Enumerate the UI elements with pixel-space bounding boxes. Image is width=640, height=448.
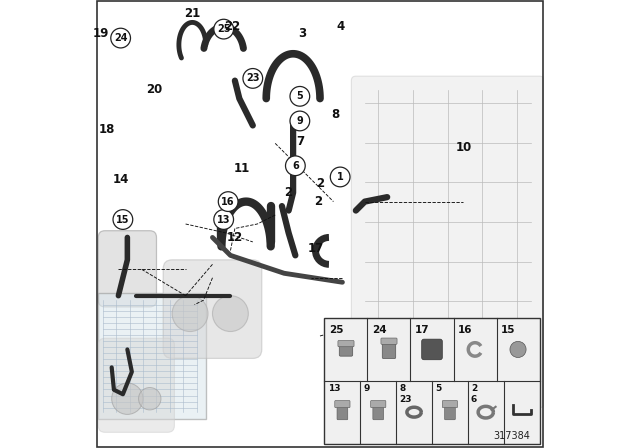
FancyBboxPatch shape bbox=[339, 343, 353, 356]
FancyBboxPatch shape bbox=[445, 405, 455, 420]
Text: 9: 9 bbox=[296, 116, 303, 126]
Circle shape bbox=[218, 192, 238, 211]
Text: 13: 13 bbox=[217, 215, 230, 224]
Circle shape bbox=[214, 19, 234, 39]
Circle shape bbox=[290, 86, 310, 106]
Text: 16: 16 bbox=[221, 197, 235, 207]
Text: 2: 2 bbox=[285, 186, 292, 199]
Text: 19: 19 bbox=[92, 27, 109, 40]
Text: 15: 15 bbox=[501, 325, 515, 335]
FancyBboxPatch shape bbox=[381, 338, 397, 344]
Text: 3: 3 bbox=[298, 27, 306, 40]
FancyBboxPatch shape bbox=[99, 293, 206, 419]
FancyBboxPatch shape bbox=[335, 401, 350, 408]
Bar bbox=[324, 318, 540, 444]
Text: 5: 5 bbox=[435, 384, 442, 393]
Text: 2: 2 bbox=[314, 195, 322, 208]
Text: 17: 17 bbox=[415, 325, 429, 335]
Circle shape bbox=[285, 156, 305, 176]
Text: 22: 22 bbox=[225, 20, 241, 34]
Circle shape bbox=[214, 210, 234, 229]
FancyBboxPatch shape bbox=[99, 338, 175, 432]
Text: 1: 1 bbox=[337, 172, 344, 182]
Text: 8
23: 8 23 bbox=[399, 384, 412, 404]
Text: 8: 8 bbox=[332, 108, 340, 121]
Text: 18: 18 bbox=[99, 123, 115, 137]
FancyBboxPatch shape bbox=[422, 339, 442, 360]
Text: 15: 15 bbox=[116, 215, 130, 224]
Text: 10: 10 bbox=[455, 141, 472, 155]
Text: 4: 4 bbox=[336, 20, 344, 34]
Circle shape bbox=[172, 296, 208, 332]
Text: 24: 24 bbox=[372, 325, 387, 335]
Circle shape bbox=[113, 210, 132, 229]
Text: 23: 23 bbox=[246, 73, 260, 83]
Circle shape bbox=[330, 167, 350, 187]
Text: 12: 12 bbox=[227, 231, 243, 244]
FancyBboxPatch shape bbox=[442, 401, 458, 408]
Circle shape bbox=[510, 341, 526, 358]
Text: 17: 17 bbox=[307, 242, 324, 255]
Text: 2
6: 2 6 bbox=[471, 384, 477, 404]
FancyBboxPatch shape bbox=[99, 231, 157, 307]
Text: 2: 2 bbox=[316, 177, 324, 190]
Text: 317384: 317384 bbox=[493, 431, 531, 441]
Circle shape bbox=[139, 388, 161, 410]
Text: 5: 5 bbox=[296, 91, 303, 101]
Text: 14: 14 bbox=[113, 172, 129, 186]
FancyBboxPatch shape bbox=[373, 405, 383, 420]
FancyBboxPatch shape bbox=[338, 340, 354, 347]
Circle shape bbox=[243, 69, 262, 88]
Text: 7: 7 bbox=[296, 134, 304, 148]
Circle shape bbox=[112, 383, 143, 414]
Text: 21: 21 bbox=[184, 7, 200, 20]
Circle shape bbox=[290, 111, 310, 131]
FancyBboxPatch shape bbox=[163, 260, 262, 358]
Text: 24: 24 bbox=[114, 33, 127, 43]
Circle shape bbox=[212, 296, 248, 332]
Circle shape bbox=[111, 28, 131, 48]
Text: 25: 25 bbox=[329, 325, 344, 335]
FancyBboxPatch shape bbox=[371, 401, 386, 408]
Text: 13: 13 bbox=[328, 384, 340, 393]
Text: 6: 6 bbox=[292, 161, 299, 171]
FancyBboxPatch shape bbox=[351, 76, 544, 408]
Text: 9: 9 bbox=[364, 384, 370, 393]
Text: 20: 20 bbox=[146, 83, 163, 96]
Text: 16: 16 bbox=[458, 325, 472, 335]
Text: 11: 11 bbox=[234, 161, 250, 175]
Text: 25: 25 bbox=[217, 24, 230, 34]
FancyBboxPatch shape bbox=[382, 340, 396, 358]
FancyBboxPatch shape bbox=[337, 405, 348, 420]
